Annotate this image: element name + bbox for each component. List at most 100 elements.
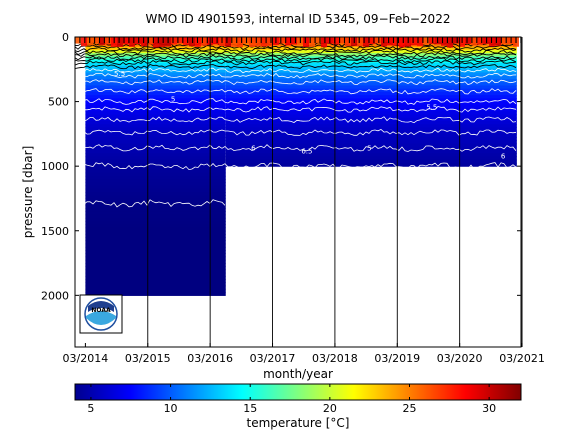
plot-frame <box>74 36 522 348</box>
isotherm-line <box>75 52 517 58</box>
y-axis: 0 500 1000 1500 2000 <box>41 31 521 302</box>
isotherm-line <box>75 162 517 171</box>
surface-cell <box>471 37 477 46</box>
surface-cell <box>345 37 351 47</box>
temperature-cell <box>85 124 226 129</box>
temperature-cell <box>85 282 226 287</box>
temperature-cell <box>85 279 226 284</box>
temperature-cell <box>225 140 517 145</box>
surface-cell <box>147 37 153 45</box>
temperature-cell <box>85 237 226 242</box>
surface-cell <box>213 37 219 45</box>
surface-cell <box>249 37 255 48</box>
surface-cell <box>117 37 123 47</box>
temperature-cell <box>85 285 226 290</box>
temperature-cell <box>225 66 517 70</box>
temperature-cell <box>225 114 517 119</box>
temperature-cell <box>85 88 226 93</box>
x-axis: 03/2014 03/2015 03/2016 03/2017 03/2018 03/20… <box>63 37 545 365</box>
surface-cell <box>417 37 423 47</box>
surface-cell <box>225 37 231 47</box>
y-tick-label: 500 <box>48 96 69 109</box>
surface-cell <box>267 37 273 46</box>
contour-label: 5 <box>367 145 371 153</box>
surface-cell <box>501 37 507 45</box>
isotherm-line <box>75 49 517 56</box>
temperature-cell <box>85 111 226 116</box>
contour-label: 6 <box>501 152 506 160</box>
colorbar-tick-label: 25 <box>403 402 417 415</box>
x-tick-label: 03/2016 <box>187 352 233 365</box>
colorbar-ticks: 5 10 15 20 25 30 <box>87 384 496 415</box>
contour-label: 6.5 <box>301 147 312 155</box>
temperature-cell <box>225 130 517 135</box>
temperature-cell <box>225 159 517 164</box>
temperature-cell <box>225 108 517 112</box>
temperature-cell <box>85 127 226 132</box>
surface-cell <box>123 37 129 45</box>
temperature-cell <box>85 53 226 57</box>
y-tick-label: 1500 <box>41 225 69 238</box>
temperature-cell <box>85 114 226 119</box>
colorbar-tick-label: 10 <box>164 402 178 415</box>
isotherm-line <box>75 199 226 208</box>
surface-cell <box>279 37 285 44</box>
x-tick-label: 03/2017 <box>250 352 296 365</box>
temperature-cell <box>85 292 226 296</box>
temperature-cell <box>225 162 517 167</box>
isotherm-line <box>75 59 517 66</box>
colorbar-tick-label: 20 <box>323 402 337 415</box>
surface-cell <box>255 37 261 47</box>
temperature-cell <box>85 233 226 238</box>
surface-cell <box>333 37 339 45</box>
temperature-cell <box>225 91 517 96</box>
temperature-cell <box>85 204 226 209</box>
temperature-cell <box>225 127 517 132</box>
temperature-cell <box>225 120 517 125</box>
temperature-cell <box>225 133 517 138</box>
contour-label: 5 <box>171 96 175 104</box>
temperature-cell <box>225 85 517 90</box>
isotherm-line <box>75 129 517 136</box>
temperature-cell <box>85 250 226 254</box>
temperature-cell <box>85 188 226 193</box>
temperature-cell <box>225 117 517 122</box>
temperature-cell <box>85 227 226 232</box>
y-tick-label: 0 <box>62 31 69 44</box>
y-axis-label: pressure [dbar] <box>21 146 35 239</box>
temperature-cell <box>85 69 226 74</box>
surface-cell <box>393 37 399 46</box>
isotherm-line <box>75 54 517 61</box>
surface-cell <box>135 37 141 45</box>
temperature-cell <box>225 143 517 148</box>
profile-segment-0 <box>85 37 226 296</box>
y-tick-label: 2000 <box>41 289 69 302</box>
temperature-cell <box>85 240 226 245</box>
surface-cell <box>465 37 471 44</box>
temperature-cell <box>85 108 226 112</box>
year-markers <box>147 37 523 347</box>
temperature-cell <box>225 69 517 74</box>
surface-cell <box>261 37 267 47</box>
temperature-cell <box>85 56 226 61</box>
temperature-cell <box>85 82 226 87</box>
temperature-cell <box>225 111 517 116</box>
temperature-cell <box>85 185 226 190</box>
surface-cell <box>447 37 453 48</box>
temperature-cell <box>85 166 226 170</box>
temperature-cell <box>225 156 517 161</box>
isotherm-line <box>75 44 517 51</box>
temperature-cell <box>225 43 517 48</box>
temperature-cell <box>85 230 226 235</box>
temperature-cell <box>85 120 226 125</box>
isotherm-line <box>75 116 517 124</box>
contour-label: 5.5 <box>114 70 125 78</box>
temperature-cell <box>85 46 226 51</box>
surface-cell <box>183 37 189 45</box>
temperature-cell <box>85 169 226 174</box>
temperature-cell <box>85 201 226 206</box>
surface-cell <box>483 37 489 44</box>
surface-cell <box>189 37 195 47</box>
surface-cell <box>129 37 135 47</box>
surface-cell <box>441 37 447 46</box>
